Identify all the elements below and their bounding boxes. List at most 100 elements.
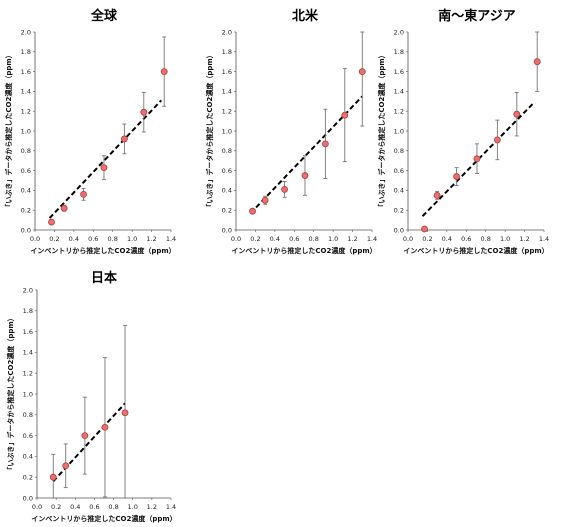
x-tick-label: 0.2 — [422, 235, 432, 243]
x-tick-label: 1.0 — [328, 235, 338, 243]
y-tick-label: 0.0 — [222, 226, 232, 234]
x-tick-label: 0.4 — [69, 235, 79, 243]
y-tick-label: 2.0 — [222, 28, 232, 36]
x-tick-label: 0.4 — [270, 235, 280, 243]
data-point — [421, 225, 428, 233]
y-tick-label: 1.0 — [222, 127, 232, 135]
y-tick-label: 1.8 — [23, 307, 33, 315]
x-axis-label: インベントリから推定したCO2濃度（ppm） — [403, 246, 548, 255]
x-tick-label: 1.4 — [166, 503, 176, 511]
x-tick-label: 0.8 — [108, 235, 118, 243]
x-tick-label: 0.4 — [70, 503, 80, 511]
y-tick-label: 0.6 — [222, 167, 232, 175]
y-tick-label: 0.8 — [394, 147, 404, 155]
trend-line — [48, 99, 163, 219]
y-tick-label: 1.2 — [21, 108, 31, 116]
chart-panel: 南～東アジア 0.0 0.2 0.4 0.6 0.8 1.0 1.2 1.4 1.6 1.8 2.0 0… — [377, 8, 549, 255]
y-tick-label: 1.4 — [394, 88, 404, 96]
y-axis-label: 「いぶき」データから推定したCO2濃度（ppm） — [205, 51, 214, 210]
x-tick-label: 1.0 — [500, 235, 510, 243]
data-point — [80, 190, 87, 198]
y-tick-label: 1.2 — [394, 108, 404, 116]
x-tick-label: 0.6 — [88, 235, 98, 243]
y-tick-label: 0.2 — [222, 207, 232, 215]
trend-line — [421, 101, 535, 217]
x-tick-label: 0.2 — [51, 503, 61, 511]
x-axis-label: インベントリから推定したCO2濃度（ppm） — [31, 514, 176, 523]
y-tick-label: 2.0 — [394, 28, 404, 36]
data-point — [249, 207, 256, 215]
y-tick-label: 1.8 — [222, 48, 232, 56]
y-tick-label: 0.0 — [23, 494, 33, 502]
data-point — [301, 172, 309, 179]
data-point — [261, 196, 269, 204]
data-point — [49, 473, 57, 481]
x-tick-label: 1.0 — [128, 503, 138, 511]
data-point — [533, 58, 541, 66]
y-tick-label: 0.8 — [222, 147, 232, 155]
y-axis-label: 「いぶき」データから推定したCO2濃度（ppm） — [377, 51, 386, 210]
chart-title: 日本 — [91, 270, 117, 286]
data-point — [453, 173, 460, 180]
data-point — [101, 423, 109, 431]
x-tick-label: 1.2 — [147, 503, 157, 511]
x-tick-label: 1.4 — [166, 235, 176, 243]
data-point — [140, 108, 148, 116]
y-axis-label: 「いぶき」データから推定したCO2濃度（ppm） — [6, 314, 15, 473]
data-point — [513, 110, 521, 118]
y-tick-label: 0.6 — [394, 167, 404, 175]
data-point — [121, 409, 129, 417]
x-axis-label: インベントリから推定したCO2濃度（ppm） — [30, 246, 175, 255]
y-tick-label: 0.4 — [21, 187, 31, 195]
x-tick-label: 1.4 — [367, 235, 377, 243]
x-tick-label: 0.8 — [309, 235, 319, 243]
x-tick-label: 0.8 — [481, 235, 491, 243]
y-tick-label: 0.8 — [21, 147, 31, 155]
x-tick-label: 0.6 — [89, 503, 99, 511]
x-tick-label: 0.4 — [442, 235, 452, 243]
data-point — [341, 111, 349, 119]
y-tick-label: 0.2 — [394, 207, 404, 215]
data-point — [62, 462, 70, 470]
chart-panel: 北米 0.0 0.2 0.4 0.6 0.8 1.0 1.2 1.4 1.6 1.8 2.0 0.0 0.… — [205, 8, 377, 255]
x-tick-label: 1.0 — [127, 235, 137, 243]
x-tick-label: 0.0 — [30, 235, 40, 243]
data-point — [493, 136, 501, 144]
chart-panel: 日本 0.0 0.2 0.4 0.6 0.8 1.0 1.2 1.4 1.6 1.8 2.0 0.0 0.… — [6, 270, 177, 523]
y-tick-label: 1.0 — [23, 390, 33, 398]
x-tick-label: 0.0 — [403, 235, 413, 243]
y-tick-label: 0.4 — [23, 453, 33, 461]
y-tick-label: 1.6 — [23, 328, 33, 336]
y-tick-label: 1.4 — [23, 349, 33, 357]
data-point — [120, 135, 128, 143]
y-tick-label: 0.4 — [222, 187, 232, 195]
x-tick-label: 0.8 — [108, 503, 118, 511]
data-point — [160, 68, 168, 75]
data-point — [473, 155, 481, 163]
data-point — [100, 164, 108, 172]
data-point — [48, 218, 55, 226]
y-tick-label: 0.6 — [21, 167, 31, 175]
x-tick-label: 1.4 — [539, 235, 549, 243]
data-point — [281, 186, 288, 193]
y-tick-label: 1.8 — [394, 48, 404, 56]
x-tick-label: 0.6 — [289, 235, 299, 243]
x-tick-label: 0.0 — [32, 503, 42, 511]
x-tick-label: 0.2 — [250, 235, 260, 243]
y-tick-label: 1.6 — [21, 68, 31, 76]
y-tick-label: 0.2 — [23, 474, 33, 482]
trend-line — [52, 402, 126, 483]
y-tick-label: 2.0 — [21, 28, 31, 36]
y-tick-label: 1.2 — [23, 370, 33, 378]
x-tick-label: 0.0 — [231, 235, 241, 243]
chart-title: 北米 — [292, 8, 319, 24]
chart-panel: 全球 0.0 0.2 0.4 0.6 0.8 1.0 1.2 1.4 1.6 1.8 2.0 0.0 0.… — [4, 8, 176, 255]
y-tick-label: 2.0 — [23, 286, 33, 294]
trend-line — [249, 95, 364, 214]
data-point — [433, 191, 441, 199]
data-point — [81, 432, 89, 440]
y-tick-label: 1.6 — [222, 68, 232, 76]
y-tick-label: 0.6 — [23, 432, 33, 440]
y-tick-label: 1.6 — [394, 68, 404, 76]
chart-title: 全球 — [90, 8, 118, 24]
